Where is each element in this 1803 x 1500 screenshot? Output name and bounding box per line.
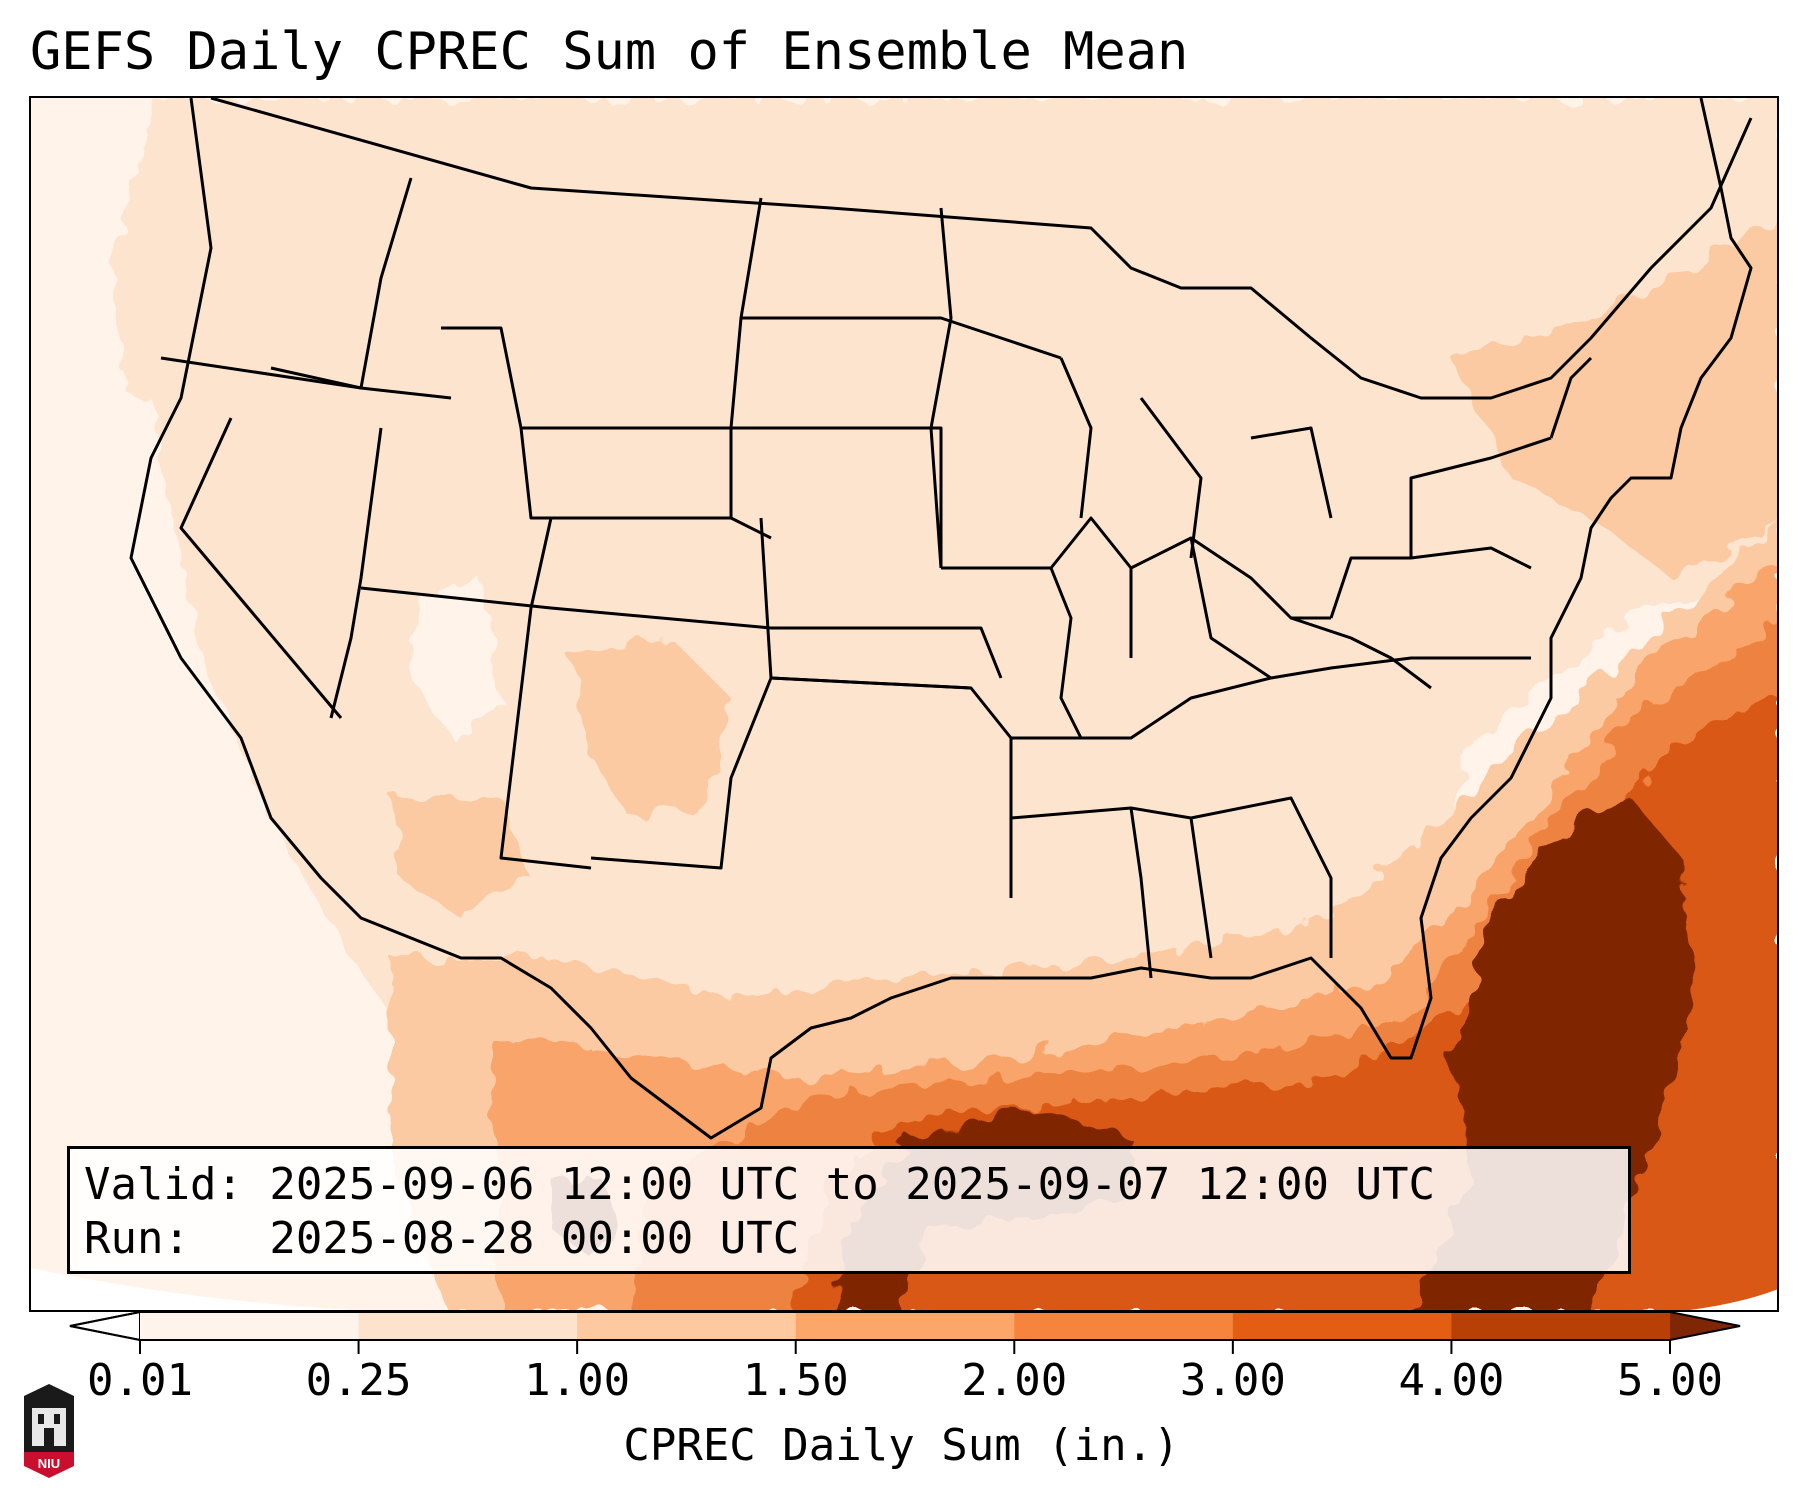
precip-trace-pacific bbox=[31, 378, 331, 1310]
colorbar-tick-label: 1.50 bbox=[742, 1355, 849, 1406]
colorbar-label: CPREC Daily Sum (in.) bbox=[623, 1420, 1180, 1471]
precip-moderate-ne bbox=[1451, 220, 1777, 578]
colorbar-over-arrow bbox=[1670, 1312, 1740, 1340]
niu-logo-text: NIU bbox=[38, 1456, 60, 1471]
colorbar-segment bbox=[140, 1312, 360, 1340]
precipitation-map bbox=[29, 96, 1779, 1312]
precip-moderate-swmts bbox=[391, 798, 531, 918]
precip-trace-greatbasin bbox=[411, 578, 501, 738]
colorbar-tick-label: 2.00 bbox=[961, 1355, 1068, 1406]
colorbar bbox=[69, 1310, 1741, 1354]
run-time-line: Run: 2025-08-28 00:00 UTC bbox=[84, 1213, 800, 1264]
colorbar-tick-label: 1.00 bbox=[524, 1355, 631, 1406]
colorbar-segment bbox=[358, 1312, 578, 1340]
colorbar-under-arrow bbox=[69, 1310, 141, 1342]
validity-info-box: Valid: 2025-09-06 12:00 UTC to 2025-09-0… bbox=[67, 1146, 1631, 1274]
colorbar-segment bbox=[795, 1312, 1015, 1340]
colorbar-tick-label: 4.00 bbox=[1398, 1355, 1505, 1406]
northern-border bbox=[210, 98, 1753, 400]
colorbar-tick-label: 5.00 bbox=[1617, 1355, 1723, 1406]
precip-light-interior bbox=[111, 98, 1777, 1098]
colorbar-segment bbox=[1451, 1312, 1671, 1340]
colorbar-segment bbox=[1014, 1312, 1234, 1340]
us-outline bbox=[129, 98, 1753, 1140]
map-title: GEFS Daily CPREC Sum of Ensemble Mean bbox=[30, 22, 1189, 82]
colorbar-tick-label: 3.00 bbox=[1179, 1355, 1286, 1406]
niu-logo: NIU bbox=[24, 1384, 74, 1478]
projection-edge-right bbox=[1690, 1289, 1777, 1310]
map-canvas bbox=[31, 98, 1777, 1310]
state-boundaries bbox=[129, 98, 1753, 1140]
colorbar-segment bbox=[1232, 1312, 1452, 1340]
precip-moderate-rockies bbox=[571, 638, 731, 818]
colorbar-segment bbox=[577, 1312, 797, 1340]
valid-time-line: Valid: 2025-09-06 12:00 UTC to 2025-09-0… bbox=[84, 1159, 1436, 1210]
colorbar-tick-label: 0.25 bbox=[305, 1355, 412, 1406]
colorbar-tick-label: 0.01 bbox=[87, 1355, 193, 1406]
projection-edge-left bbox=[31, 1268, 352, 1310]
